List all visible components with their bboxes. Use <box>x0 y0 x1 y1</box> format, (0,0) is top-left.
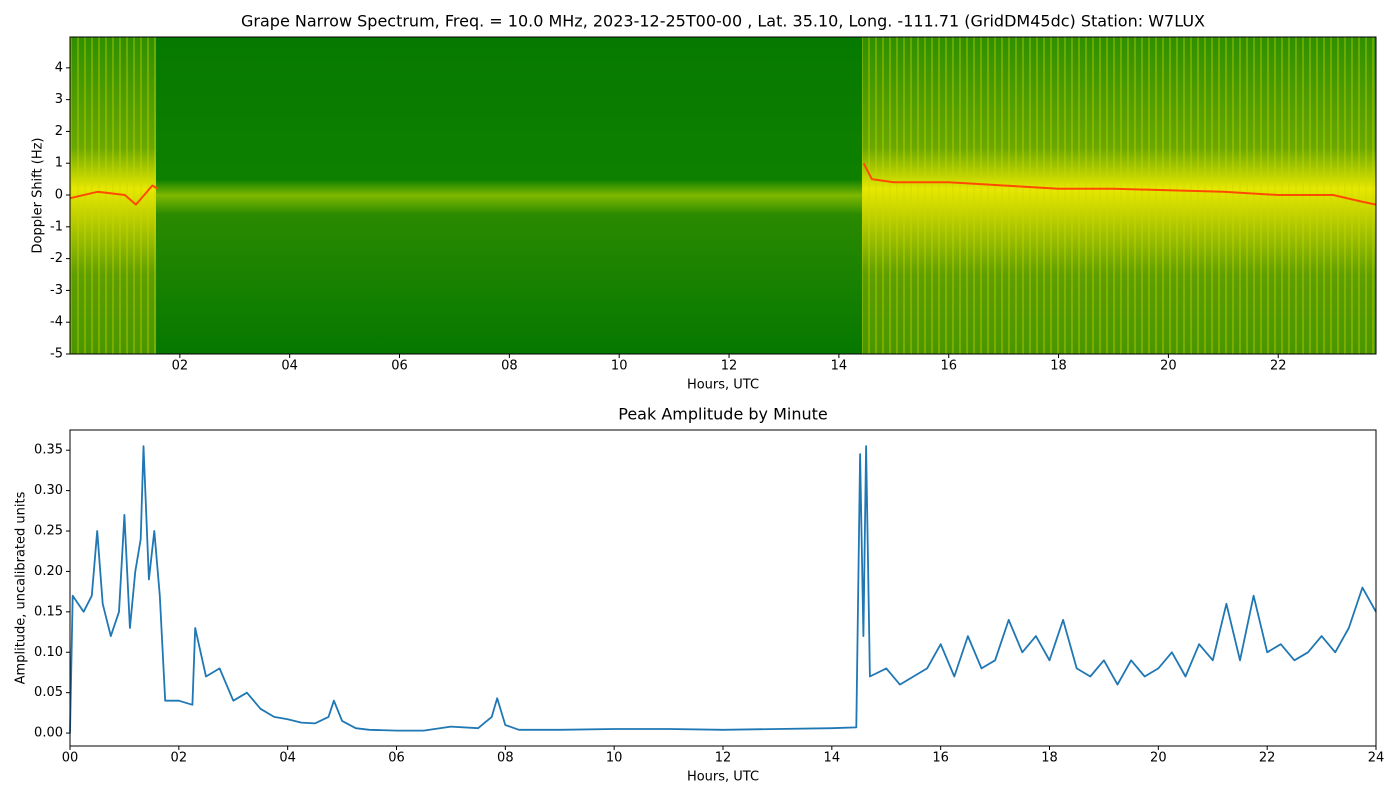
x-tick-label: 16 <box>940 359 957 374</box>
y-tick-label: 0.20 <box>34 564 63 579</box>
y-tick-label: -1 <box>50 219 63 234</box>
y-tick-label: 4 <box>55 60 63 75</box>
x-tick-label: 16 <box>932 751 949 766</box>
x-tick-label: 12 <box>721 359 738 374</box>
spectrogram-image <box>70 37 1376 354</box>
x-tick-label: 22 <box>1270 359 1287 374</box>
x-axis-label: Hours, UTC <box>687 378 759 393</box>
y-tick-label: 0.10 <box>34 645 63 660</box>
x-tick-label: 18 <box>1041 751 1058 766</box>
peak-trace <box>69 162 1377 206</box>
x-tick-label: 02 <box>172 359 189 374</box>
amplitude-line <box>69 445 1377 734</box>
x-tick-label: 02 <box>171 751 188 766</box>
y-tick-label: -4 <box>50 315 63 330</box>
x-tick-label: 12 <box>715 751 732 766</box>
y-tick-label: 0.30 <box>34 483 63 498</box>
x-tick-label: 22 <box>1259 751 1276 766</box>
y-tick-label: 0.05 <box>34 685 63 700</box>
x-tick-label: 10 <box>606 751 623 766</box>
y-tick-label: -2 <box>50 251 63 266</box>
x-tick-label: 14 <box>824 751 841 766</box>
y-tick-label: 0.00 <box>34 726 63 741</box>
y-tick-label: 0.25 <box>34 524 63 539</box>
x-tick-label: 18 <box>1050 359 1067 374</box>
x-tick-label: 10 <box>611 359 628 374</box>
x-tick-label: 08 <box>501 359 518 374</box>
x-axis-label: Hours, UTC <box>687 770 759 785</box>
y-axis-label: Amplitude, uncalibrated units <box>14 491 29 684</box>
y-axis-label: Doppler Shift (Hz) <box>31 138 46 254</box>
x-tick-label: 00 <box>62 751 79 766</box>
x-tick-label: 08 <box>497 751 514 766</box>
chart-title: Grape Narrow Spectrum, Freq. = 10.0 MHz,… <box>241 12 1205 31</box>
y-tick-label: 2 <box>55 124 63 139</box>
x-tick-label: 14 <box>831 359 848 374</box>
x-tick-label: 06 <box>391 359 408 374</box>
y-tick-label: 3 <box>55 92 63 107</box>
y-tick-label: -3 <box>50 283 63 298</box>
x-tick-label: 20 <box>1160 359 1177 374</box>
chart-title: Peak Amplitude by Minute <box>618 405 828 424</box>
x-tick-label: 04 <box>279 751 296 766</box>
y-tick-label: 0 <box>55 188 63 203</box>
y-tick-label: 0.15 <box>34 604 63 619</box>
plot-frame <box>69 429 1377 747</box>
x-tick-label: 24 <box>1368 751 1385 766</box>
y-tick-label: 0.35 <box>34 443 63 458</box>
x-tick-label: 06 <box>388 751 405 766</box>
x-tick-label: 20 <box>1150 751 1167 766</box>
y-tick-label: -5 <box>50 347 63 362</box>
y-tick-label: 1 <box>55 156 63 171</box>
x-tick-label: 04 <box>281 359 298 374</box>
